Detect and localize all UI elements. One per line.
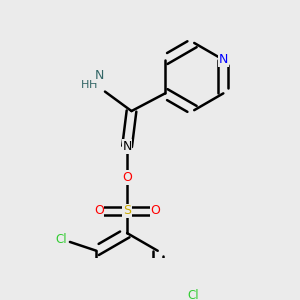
Text: O: O (150, 205, 160, 218)
Text: N: N (219, 53, 228, 66)
Text: S: S (123, 205, 131, 218)
Text: H: H (89, 80, 98, 90)
Text: O: O (122, 171, 132, 184)
Text: N: N (122, 140, 132, 153)
Text: O: O (94, 205, 104, 218)
Text: Cl: Cl (187, 290, 199, 300)
Text: Cl: Cl (55, 233, 67, 246)
Text: N: N (95, 69, 104, 82)
Text: H: H (81, 80, 90, 90)
